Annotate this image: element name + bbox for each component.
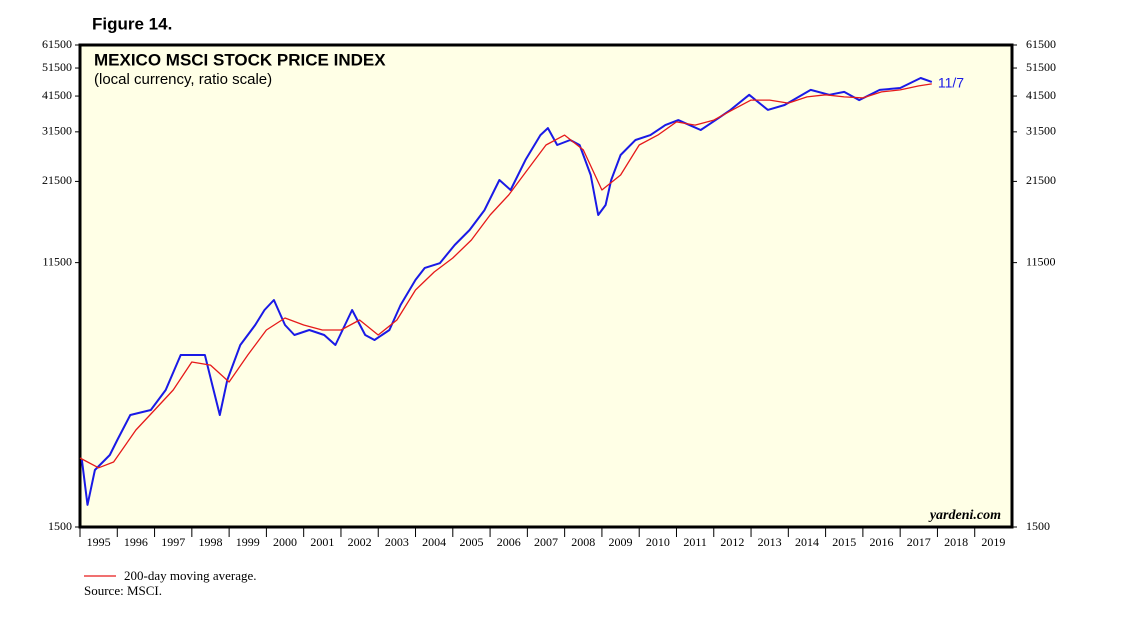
x-tick-label: 2013: [758, 535, 782, 549]
y2-tick-label: 31500: [1026, 124, 1056, 138]
x-tick-label: 2000: [273, 535, 297, 549]
x-tick-label: 2009: [609, 535, 633, 549]
y2-tick-label: 51500: [1026, 60, 1056, 74]
x-tick-label: 1996: [124, 535, 148, 549]
x-tick-label: 2008: [571, 535, 595, 549]
figure-label: Figure 14.: [92, 14, 172, 33]
x-tick-label: 2017: [907, 535, 931, 549]
y-tick-label: 11500: [42, 254, 72, 268]
end-label: 11/7: [938, 75, 964, 91]
y2-tick-label: 1500: [1026, 519, 1050, 533]
x-tick-label: 2007: [534, 535, 558, 549]
y-tick-label: 51500: [42, 60, 72, 74]
y-tick-label: 61500: [42, 37, 72, 51]
x-tick-label: 1997: [161, 535, 185, 549]
x-tick-label: 2018: [944, 535, 968, 549]
x-tick-label: 2010: [646, 535, 670, 549]
x-tick-label: 2004: [422, 535, 446, 549]
source: Source: MSCI.: [84, 583, 162, 598]
x-tick-label: 1998: [198, 535, 222, 549]
series-line: [79, 83, 932, 469]
x-tick-label: 2016: [870, 535, 894, 549]
x-tick-label: 2003: [385, 535, 409, 549]
x-tick-label: 2002: [348, 535, 372, 549]
y-tick-label: 21500: [42, 173, 72, 187]
x-tick-label: 1995: [87, 535, 111, 549]
x-tick-label: 2015: [832, 535, 856, 549]
y2-tick-label: 21500: [1026, 173, 1056, 187]
series-line: [80, 77, 933, 506]
watermark: yardeni.com: [928, 508, 1001, 523]
x-tick-label: 2006: [497, 535, 521, 549]
y-tick-label: 1500: [48, 519, 72, 533]
y-tick-label: 31500: [42, 124, 72, 138]
y2-tick-label: 61500: [1026, 37, 1056, 51]
x-tick-label: 2014: [795, 535, 819, 549]
y2-tick-label: 11500: [1026, 254, 1056, 268]
chart-title: MEXICO MSCI STOCK PRICE INDEX: [94, 50, 386, 69]
y-tick-label: 41500: [42, 88, 72, 102]
x-tick-label: 2011: [683, 535, 707, 549]
x-tick-label: 2019: [981, 535, 1005, 549]
y2-tick-label: 41500: [1026, 88, 1056, 102]
x-tick-label: 2001: [310, 535, 334, 549]
x-tick-label: 1999: [236, 535, 260, 549]
plot-area: [78, 43, 1014, 529]
legend-label: 200-day moving average.: [124, 568, 256, 583]
x-tick-label: 2012: [720, 535, 744, 549]
x-tick-label: 2005: [459, 535, 483, 549]
chart-subtitle: (local currency, ratio scale): [94, 71, 272, 88]
